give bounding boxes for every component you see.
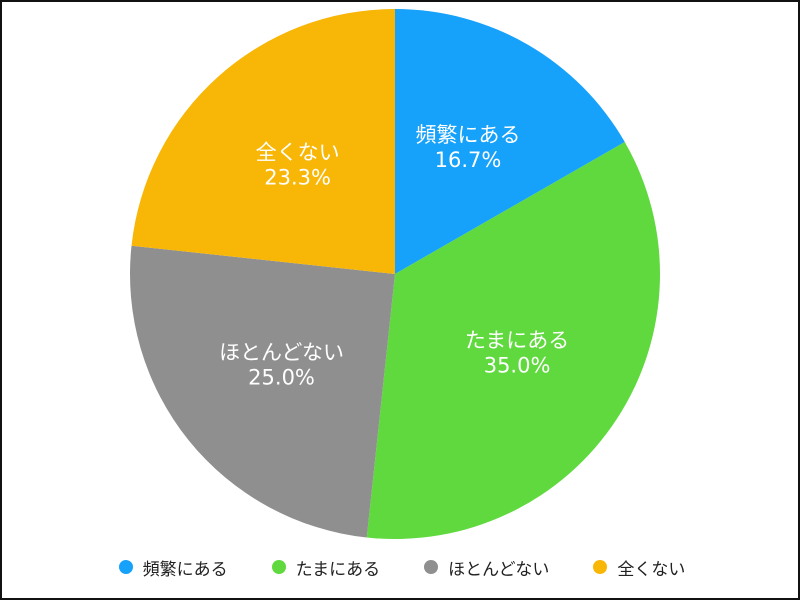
slice-category-label: 頻繁にある: [416, 123, 521, 147]
slice-value-label: 16.7%: [435, 148, 502, 172]
legend-dot-icon: [118, 560, 133, 574]
slice-value-label: 35.0%: [484, 354, 551, 378]
pie-slice-1: [366, 141, 660, 539]
pie-slice-0: [395, 9, 625, 274]
slice-label-1: たまにある 35.0%: [465, 329, 569, 378]
legend-item-3: 全くない: [593, 555, 685, 580]
slice-category-label: たまにある: [465, 329, 569, 353]
slice-label-2: ほとんどない 25.0%: [219, 340, 344, 389]
slice-category-label: 全くない: [256, 141, 340, 165]
legend-label: たまにある: [295, 559, 381, 580]
legend-item-1: たまにある: [271, 555, 381, 580]
slice-label-0: 頻繁にある 16.7%: [416, 123, 521, 172]
slice-label-3: 全くない 23.3%: [256, 141, 340, 190]
legend-dot-icon: [271, 560, 286, 574]
legend-dot-icon: [593, 560, 608, 574]
legend-label: ほとんどない: [448, 559, 550, 580]
legend-item-2: ほとんどない: [424, 555, 549, 580]
legend-label: 頻繁にある: [142, 559, 228, 580]
legend-label: 全くない: [617, 559, 686, 580]
slice-value-label: 25.0%: [248, 365, 315, 389]
legend-item-0: 頻繁にある: [118, 555, 228, 580]
slice-category-label: ほとんどない: [219, 340, 344, 364]
slice-value-label: 23.3%: [264, 166, 331, 190]
pie-slice-3: [131, 9, 395, 274]
pie-slice-2: [129, 245, 395, 538]
legend: 頻繁にある たまにある ほとんどない 全くない: [2, 554, 800, 580]
legend-dot-icon: [424, 560, 439, 574]
